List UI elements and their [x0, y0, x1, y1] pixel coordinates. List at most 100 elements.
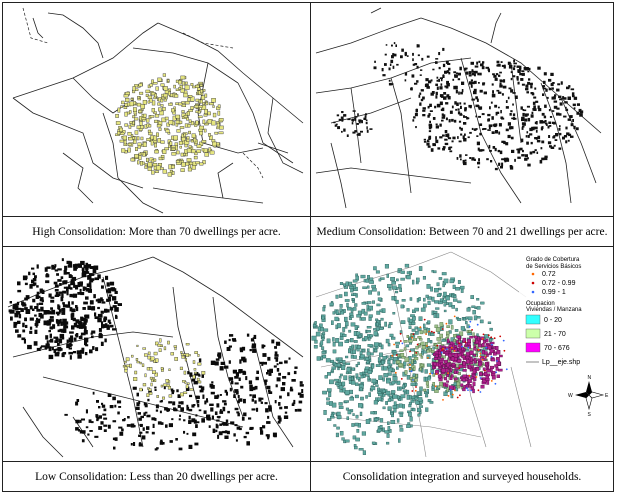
- block: [354, 394, 359, 399]
- block: [75, 427, 79, 431]
- block: [361, 120, 363, 124]
- block: [210, 407, 214, 412]
- block: [460, 285, 465, 290]
- block: [211, 120, 216, 126]
- block: [246, 441, 250, 446]
- block: [346, 302, 349, 308]
- block: [359, 411, 363, 416]
- block: [321, 350, 326, 354]
- block: [141, 435, 146, 440]
- block: [572, 103, 576, 107]
- block: [564, 101, 568, 104]
- block: [92, 391, 95, 395]
- block: [53, 281, 58, 285]
- block: [411, 74, 415, 78]
- block: [476, 61, 479, 65]
- block: [496, 60, 500, 64]
- block: [496, 374, 500, 378]
- block: [457, 317, 462, 321]
- block: [385, 390, 391, 396]
- block: [193, 138, 197, 143]
- block: [567, 139, 570, 142]
- block: [385, 401, 389, 405]
- block: [181, 380, 186, 383]
- block: [268, 391, 273, 394]
- block: [73, 267, 77, 271]
- block: [194, 104, 199, 109]
- block: [366, 351, 371, 356]
- household-point: [394, 371, 397, 374]
- block: [365, 119, 368, 122]
- block: [181, 101, 186, 104]
- block: [174, 357, 178, 361]
- block: [75, 319, 80, 324]
- block: [121, 148, 126, 153]
- block: [351, 423, 355, 427]
- block: [324, 375, 328, 379]
- block: [212, 112, 217, 118]
- household-point: [481, 358, 484, 361]
- block: [386, 433, 390, 438]
- block: [339, 373, 343, 377]
- block: [501, 93, 504, 96]
- block: [61, 353, 65, 358]
- household-point: [428, 330, 430, 333]
- block: [413, 116, 416, 119]
- block: [478, 158, 480, 162]
- block: [432, 373, 436, 377]
- block: [138, 83, 143, 87]
- block: [406, 424, 411, 429]
- block: [519, 65, 522, 70]
- block: [568, 133, 572, 137]
- block: [193, 419, 197, 424]
- block: [458, 140, 462, 143]
- block: [160, 367, 164, 370]
- block: [554, 139, 558, 141]
- block: [493, 75, 497, 78]
- block: [62, 329, 65, 333]
- block: [84, 341, 88, 346]
- block: [201, 148, 205, 152]
- household-point: [393, 343, 395, 346]
- block: [418, 316, 423, 321]
- block: [100, 341, 104, 346]
- block: [559, 102, 563, 106]
- block: [336, 411, 341, 416]
- block: [49, 338, 54, 343]
- block: [510, 89, 514, 93]
- household-point: [453, 315, 456, 318]
- block: [348, 329, 352, 333]
- block: [443, 291, 447, 297]
- block: [57, 348, 62, 352]
- block: [251, 345, 256, 349]
- block: [409, 297, 413, 301]
- block: [572, 119, 574, 122]
- block: [468, 344, 472, 349]
- block: [322, 354, 327, 359]
- block: [185, 384, 189, 389]
- block: [194, 442, 199, 446]
- block: [483, 371, 488, 376]
- block: [408, 411, 412, 417]
- block: [57, 268, 62, 271]
- block: [52, 324, 56, 329]
- block: [384, 430, 390, 434]
- block: [419, 92, 422, 95]
- block: [207, 417, 211, 421]
- block: [165, 129, 170, 133]
- block: [68, 337, 74, 342]
- block: [186, 158, 192, 162]
- block: [330, 413, 334, 418]
- block: [368, 314, 373, 318]
- block: [193, 404, 196, 406]
- block: [226, 347, 231, 351]
- block: [171, 164, 175, 169]
- block: [334, 363, 338, 368]
- block: [481, 343, 485, 348]
- block: [139, 91, 144, 95]
- block: [315, 331, 321, 337]
- block: [366, 308, 371, 312]
- block: [14, 313, 19, 318]
- block: [499, 71, 502, 74]
- block: [165, 424, 168, 428]
